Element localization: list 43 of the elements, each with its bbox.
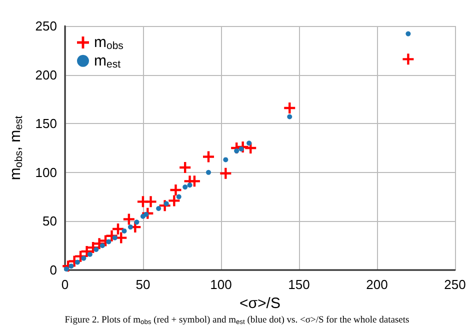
point <box>128 224 133 230</box>
point <box>406 31 411 36</box>
x-axis-title: <σ>/S <box>240 294 280 312</box>
x-tick-label: 100 <box>210 277 232 292</box>
y-tick-label: 100 <box>35 164 57 180</box>
point <box>100 243 105 248</box>
point <box>134 220 140 225</box>
x-tick-label: 200 <box>366 277 388 292</box>
y-axis-title: mobs, mest <box>7 116 25 180</box>
y-tick-label: 50 <box>42 214 57 229</box>
y-tick-label: 250 <box>35 18 57 34</box>
point <box>145 196 156 208</box>
point <box>74 260 80 265</box>
point <box>168 195 180 206</box>
point <box>284 102 296 114</box>
y-tick-label: 150 <box>35 116 57 132</box>
x-tick-label: 250 <box>444 277 466 292</box>
x-tick-label: 0 <box>61 277 69 292</box>
point <box>180 162 191 174</box>
point <box>87 252 92 257</box>
point <box>287 114 292 120</box>
x-tick-label: 50 <box>136 277 150 292</box>
y-tick-label: 200 <box>35 67 57 82</box>
point <box>94 247 99 252</box>
point <box>64 266 70 272</box>
point <box>187 182 192 188</box>
point <box>170 184 182 196</box>
point <box>68 264 74 269</box>
point <box>246 140 252 146</box>
point <box>116 232 127 244</box>
point <box>220 168 232 179</box>
point <box>123 214 134 225</box>
point <box>176 194 182 200</box>
y-tick-label: 0 <box>50 262 57 278</box>
point <box>203 151 214 162</box>
point <box>156 206 162 212</box>
point <box>182 184 188 190</box>
point <box>81 256 86 261</box>
point <box>223 157 228 162</box>
point <box>402 54 414 65</box>
point <box>122 228 127 234</box>
x-tick-label: 150 <box>288 277 310 292</box>
point <box>206 170 211 175</box>
